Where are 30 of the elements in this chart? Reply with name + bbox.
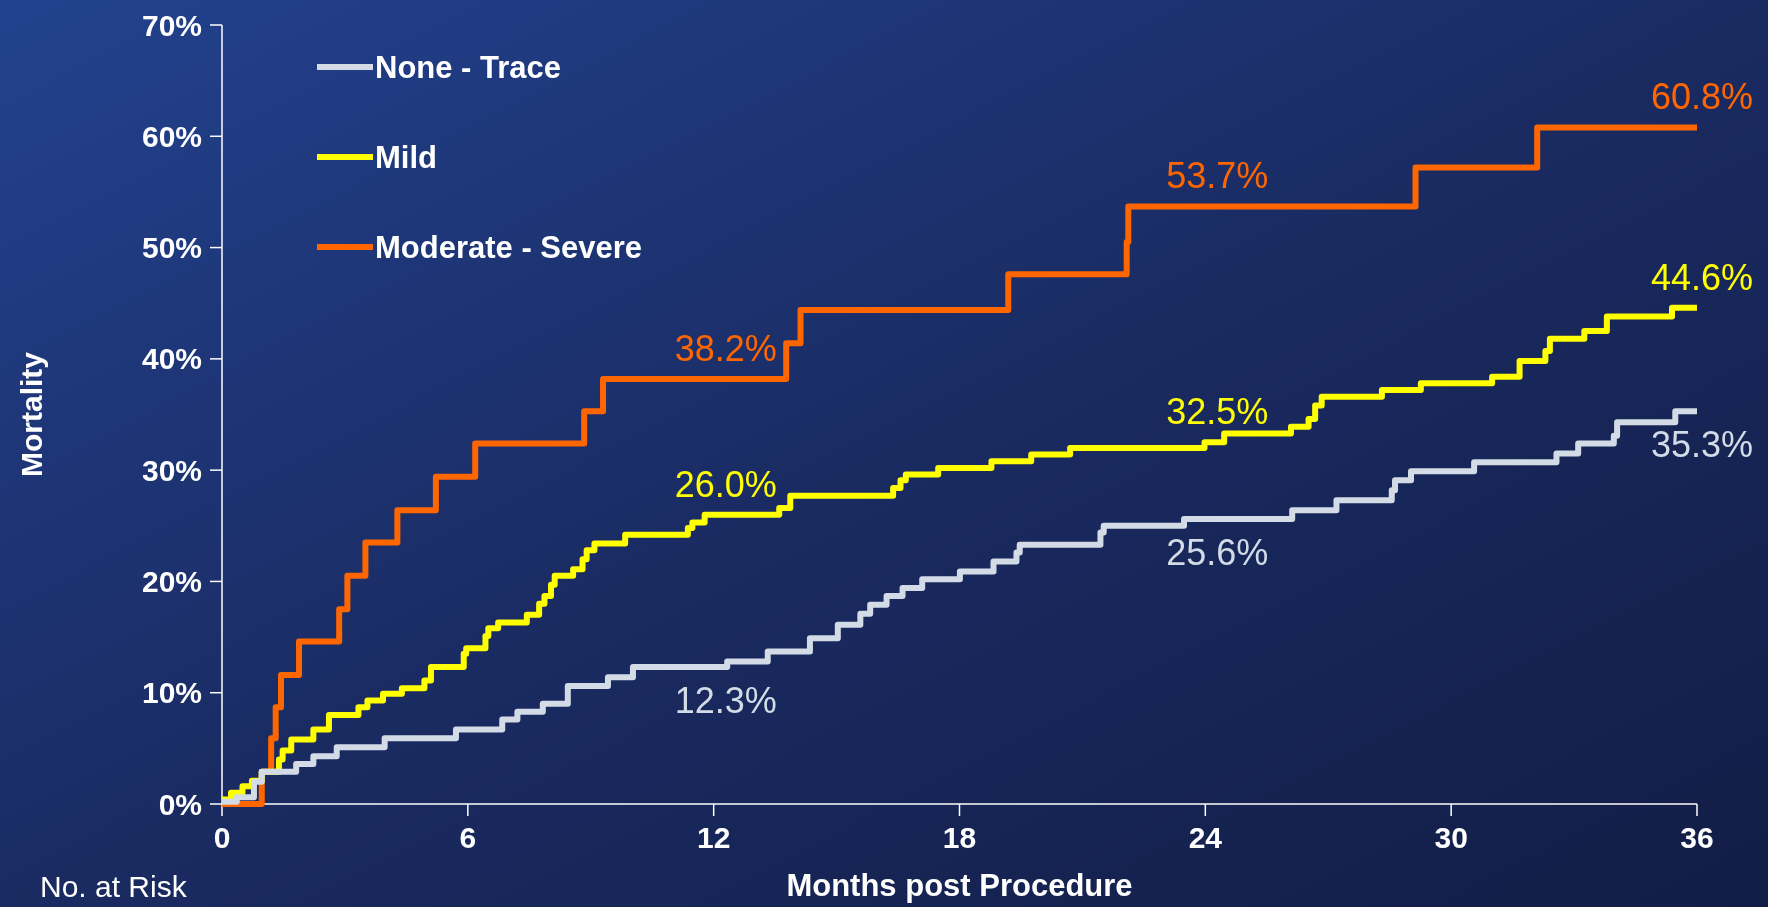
- annotation: 38.2%: [674, 327, 777, 369]
- annotation: 44.6%: [1650, 256, 1753, 298]
- x-tick-label: 24: [1188, 821, 1223, 854]
- y-tick-label: 10%: [141, 676, 202, 710]
- y-tick-label: 30%: [141, 453, 202, 487]
- annotation: 32.5%: [1166, 391, 1269, 433]
- y-tick-label: 0%: [158, 787, 202, 821]
- y-axis-title: Mortality: [15, 351, 48, 478]
- annotation: 53.7%: [1166, 155, 1269, 197]
- x-tick-label: 0: [213, 821, 231, 854]
- x-tick-label: 6: [459, 821, 477, 854]
- x-tick-label: 30: [1434, 821, 1468, 854]
- legend-label: Mild: [375, 139, 437, 175]
- y-tick-label: 50%: [141, 231, 202, 265]
- annotation: 35.3%: [1650, 424, 1753, 466]
- annotation: 60.8%: [1650, 76, 1753, 118]
- x-tick-label: 36: [1680, 821, 1714, 854]
- annotation: 12.3%: [674, 680, 777, 722]
- x-tick-label: 12: [696, 821, 731, 854]
- y-tick-label: 60%: [141, 119, 202, 153]
- text: No. at Risk: [40, 870, 188, 903]
- y-tick-label: 70%: [141, 8, 202, 42]
- y-tick-label: 40%: [141, 342, 202, 376]
- y-tick-label: 20%: [141, 564, 202, 598]
- x-tick-label: 18: [942, 821, 977, 854]
- legend-label: Moderate - Severe: [375, 229, 643, 265]
- annotation: 25.6%: [1166, 532, 1269, 574]
- x-axis-title: Months post Procedure: [786, 868, 1133, 903]
- legend-label: None - Trace: [375, 49, 562, 85]
- annotation: 26.0%: [674, 463, 777, 505]
